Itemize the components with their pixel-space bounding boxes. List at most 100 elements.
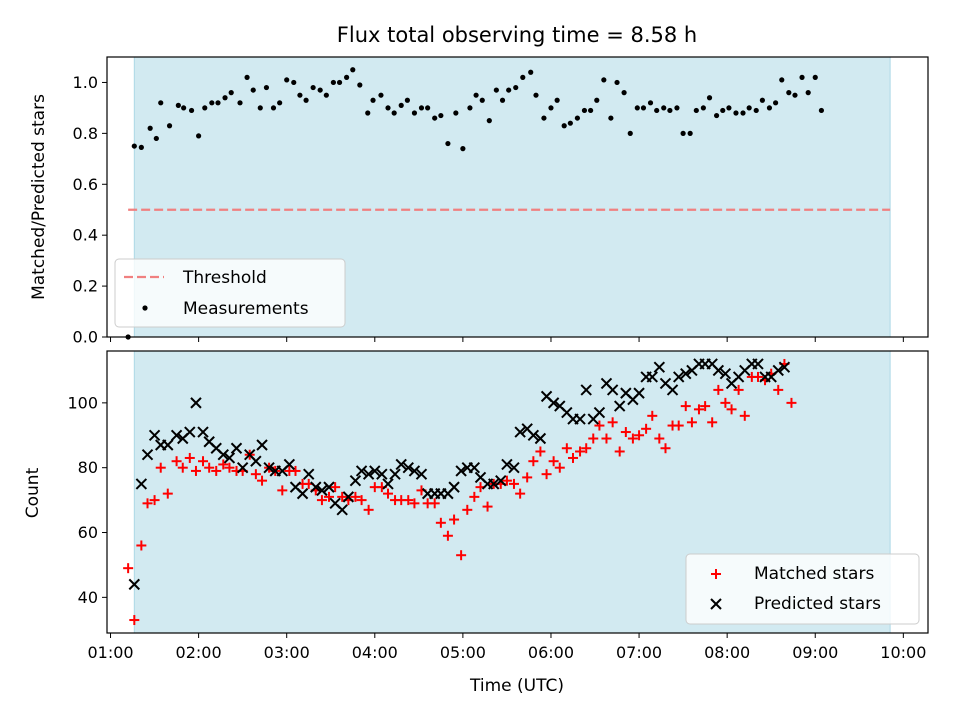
- matched-star-point: [409, 498, 420, 509]
- measurement-point: [453, 110, 459, 116]
- matched-star-point: [330, 482, 341, 493]
- predicted-star-point: [296, 487, 309, 500]
- measurement-point: [158, 100, 164, 106]
- predicted-star-point: [162, 439, 174, 451]
- bottom-panel-frame: [106, 350, 929, 634]
- predicted-star-point: [283, 458, 296, 471]
- matched-star-point: [554, 462, 565, 473]
- measurement-point: [357, 82, 363, 88]
- predicted-star-point: [547, 397, 560, 409]
- measurement-point: [344, 74, 350, 80]
- predicted-star-point: [712, 364, 725, 377]
- x-stroke: [283, 458, 296, 471]
- predicted-star-point: [778, 361, 791, 373]
- predicted-star-point: [580, 384, 592, 396]
- x-stroke: [329, 497, 341, 510]
- measurement-point: [726, 105, 732, 111]
- x-stroke: [508, 461, 520, 474]
- measurement-point: [766, 105, 773, 111]
- top-legend-box: [114, 258, 346, 328]
- legend-measurements-label: Measurements: [183, 299, 309, 319]
- x-stroke: [495, 474, 507, 487]
- x-stroke: [250, 455, 262, 467]
- measurement-point: [713, 112, 720, 119]
- y-tick-label: 80: [78, 458, 98, 477]
- y-tick-label: 0.4: [73, 226, 98, 245]
- measurement-point: [350, 67, 356, 73]
- predicted-star-point: [342, 491, 355, 503]
- matched-star-point: [601, 433, 612, 444]
- matched-star-point: [686, 417, 697, 428]
- matched-star-point: [707, 417, 718, 428]
- predicted-star-point: [508, 461, 520, 474]
- measurement-point: [336, 79, 343, 86]
- x-tick-label: 10:00: [880, 643, 926, 662]
- matched-star-point: [541, 469, 552, 480]
- predicted-star-point: [488, 478, 500, 490]
- predicted-star-point: [128, 578, 141, 591]
- matched-star-point: [290, 465, 301, 476]
- predicted-star-point: [719, 367, 732, 380]
- x-stroke: [376, 468, 388, 480]
- matched-star-point: [224, 462, 235, 473]
- matched-star-point: [177, 462, 188, 473]
- y-tick-label: 0.0: [73, 328, 98, 347]
- matched-star-point: [786, 397, 797, 408]
- predicted-star-point: [501, 458, 513, 471]
- measurement-point: [432, 115, 438, 121]
- matched-star-point: [726, 404, 737, 415]
- x-stroke: [256, 439, 268, 451]
- x-stroke: [468, 461, 481, 474]
- x-stroke: [135, 478, 148, 490]
- matched-star-point: [594, 420, 605, 431]
- matched-star-point: [535, 446, 546, 457]
- predicted-star-point: [236, 461, 249, 474]
- predicted-star-point: [369, 465, 381, 477]
- measurement-point: [667, 107, 673, 114]
- matched-star-point: [548, 456, 559, 467]
- measurement-point: [138, 144, 144, 150]
- x-stroke: [141, 449, 154, 461]
- matched-star-point: [515, 488, 526, 499]
- bottom-legend-box: [685, 553, 920, 625]
- matched-star-point: [136, 540, 147, 551]
- predicted-star-point: [135, 478, 148, 490]
- x-stroke: [263, 461, 275, 474]
- measurement-point: [773, 100, 779, 106]
- matched-star-point: [323, 491, 334, 502]
- measurement-point: [270, 105, 277, 111]
- matched-star-point: [171, 456, 182, 467]
- x-stroke: [389, 468, 401, 480]
- measurement-point: [147, 125, 153, 131]
- predicted-star-point: [250, 455, 262, 467]
- matched-star-point: [561, 443, 572, 454]
- x-stroke: [455, 465, 467, 477]
- measurement-point: [792, 92, 798, 98]
- x-stroke: [474, 471, 487, 484]
- measurement-point: [799, 74, 805, 80]
- matched-star-point: [528, 456, 539, 467]
- measurement-point: [228, 90, 234, 96]
- x-stroke: [580, 384, 592, 396]
- measurement-point: [614, 79, 620, 86]
- measurement-point: [693, 107, 699, 114]
- measurement-point: [277, 100, 283, 106]
- x-stroke: [210, 442, 222, 454]
- x-stroke: [170, 429, 183, 441]
- predicted-star-point: [190, 397, 202, 409]
- matched-star-point: [442, 530, 453, 541]
- measurement-point: [188, 107, 195, 114]
- predicted-star-point: [666, 384, 679, 396]
- predicted-star-point: [170, 429, 183, 441]
- x-stroke: [540, 390, 553, 403]
- measurement-point: [425, 105, 431, 111]
- matched-star-point: [641, 423, 652, 434]
- x-stroke: [706, 358, 718, 370]
- measurement-point: [317, 87, 323, 93]
- predicted-star-point: [772, 364, 784, 377]
- measurement-point: [303, 97, 309, 103]
- predicted-star-point: [468, 461, 481, 474]
- matched-star-point: [614, 446, 625, 457]
- predicted-star-point: [323, 481, 335, 493]
